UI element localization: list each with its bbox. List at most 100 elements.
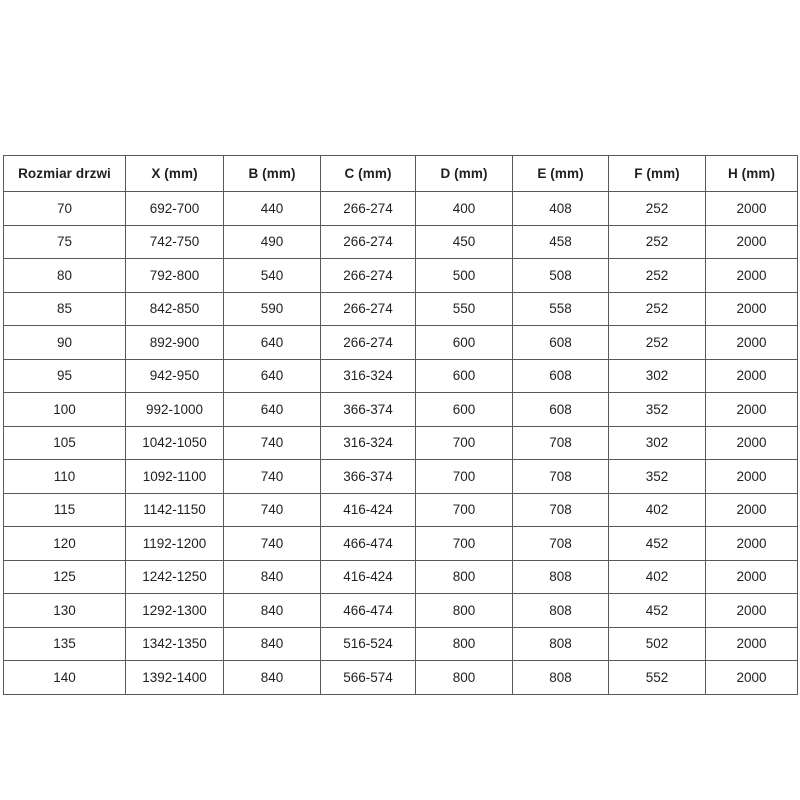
cell-d: 700 [415,526,513,561]
cell-f: 252 [608,191,706,226]
table-row: 120 1192-1200 740 466-474 700 708 452 2000 [3,526,798,561]
cell-f: 452 [608,593,706,628]
cell-b: 590 [223,291,321,326]
cell-c: 366-374 [320,392,416,427]
table-body: 70 692-700 440 266-274 400 408 252 2000 75 742-7… [3,191,798,695]
cell-door-size: 70 [3,191,126,226]
cell-f: 402 [608,559,706,594]
cell-c: 266-274 [320,291,416,326]
cell-e: 808 [512,593,609,628]
table-row: 110 1092-1100 740 366-374 700 708 352 2000 [3,459,798,494]
cell-h: 2000 [705,425,798,460]
cell-x: 692-700 [125,191,224,226]
cell-d: 700 [415,459,513,494]
cell-e: 508 [512,258,609,293]
cell-door-size: 115 [3,492,126,527]
cell-h: 2000 [705,492,798,527]
cell-d: 450 [415,224,513,259]
cell-h: 2000 [705,358,798,393]
cell-f: 552 [608,660,706,695]
cell-x: 1392-1400 [125,660,224,695]
cell-e: 458 [512,224,609,259]
cell-h: 2000 [705,593,798,628]
cell-c: 466-474 [320,526,416,561]
cell-e: 808 [512,626,609,661]
cell-c: 566-574 [320,660,416,695]
cell-f: 502 [608,626,706,661]
cell-x: 1092-1100 [125,459,224,494]
cell-h: 2000 [705,392,798,427]
cell-h: 2000 [705,660,798,695]
cell-x: 992-1000 [125,392,224,427]
cell-x: 1242-1250 [125,559,224,594]
cell-door-size: 75 [3,224,126,259]
cell-h: 2000 [705,526,798,561]
cell-f: 352 [608,392,706,427]
cell-door-size: 130 [3,593,126,628]
cell-h: 2000 [705,224,798,259]
cell-d: 800 [415,559,513,594]
cell-door-size: 125 [3,559,126,594]
cell-b: 840 [223,593,321,628]
cell-f: 252 [608,224,706,259]
cell-b: 840 [223,626,321,661]
cell-b: 640 [223,358,321,393]
cell-e: 608 [512,358,609,393]
cell-b: 440 [223,191,321,226]
cell-x: 1192-1200 [125,526,224,561]
cell-x: 1142-1150 [125,492,224,527]
cell-door-size: 80 [3,258,126,293]
cell-x: 1292-1300 [125,593,224,628]
cell-f: 302 [608,425,706,460]
cell-f: 452 [608,526,706,561]
cell-door-size: 140 [3,660,126,695]
cell-door-size: 100 [3,392,126,427]
cell-c: 516-524 [320,626,416,661]
cell-d: 700 [415,492,513,527]
cell-h: 2000 [705,191,798,226]
cell-door-size: 105 [3,425,126,460]
cell-door-size: 85 [3,291,126,326]
table-row: 85 842-850 590 266-274 550 558 252 2000 [3,291,798,326]
cell-e: 558 [512,291,609,326]
cell-h: 2000 [705,459,798,494]
column-header-d: D (mm) [415,155,513,192]
cell-b: 840 [223,660,321,695]
specification-table-container: Rozmiar drzwi X (mm) B (mm) C (mm) D (mm… [3,155,798,695]
cell-x: 1342-1350 [125,626,224,661]
table-row: 100 992-1000 640 366-374 600 608 352 2000 [3,392,798,427]
cell-e: 708 [512,492,609,527]
cell-d: 800 [415,660,513,695]
table-row: 80 792-800 540 266-274 500 508 252 2000 [3,258,798,293]
cell-f: 252 [608,258,706,293]
cell-b: 740 [223,425,321,460]
cell-d: 550 [415,291,513,326]
cell-h: 2000 [705,258,798,293]
cell-b: 840 [223,559,321,594]
table-row: 135 1342-1350 840 516-524 800 808 502 2000 [3,626,798,661]
cell-c: 316-324 [320,425,416,460]
cell-c: 466-474 [320,593,416,628]
column-header-b: B (mm) [223,155,321,192]
cell-x: 1042-1050 [125,425,224,460]
cell-e: 708 [512,526,609,561]
cell-c: 266-274 [320,224,416,259]
table-row: 130 1292-1300 840 466-474 800 808 452 2000 [3,593,798,628]
cell-b: 740 [223,492,321,527]
table-row: 140 1392-1400 840 566-574 800 808 552 2000 [3,660,798,695]
table-header: Rozmiar drzwi X (mm) B (mm) C (mm) D (mm… [3,155,798,192]
table-row: 95 942-950 640 316-324 600 608 302 2000 [3,358,798,393]
cell-h: 2000 [705,291,798,326]
cell-b: 740 [223,459,321,494]
cell-e: 608 [512,392,609,427]
cell-c: 266-274 [320,325,416,360]
table-row: 90 892-900 640 266-274 600 608 252 2000 [3,325,798,360]
cell-c: 266-274 [320,191,416,226]
cell-d: 600 [415,325,513,360]
cell-b: 740 [223,526,321,561]
cell-c: 416-424 [320,559,416,594]
cell-f: 252 [608,325,706,360]
cell-d: 800 [415,626,513,661]
cell-d: 700 [415,425,513,460]
cell-h: 2000 [705,626,798,661]
